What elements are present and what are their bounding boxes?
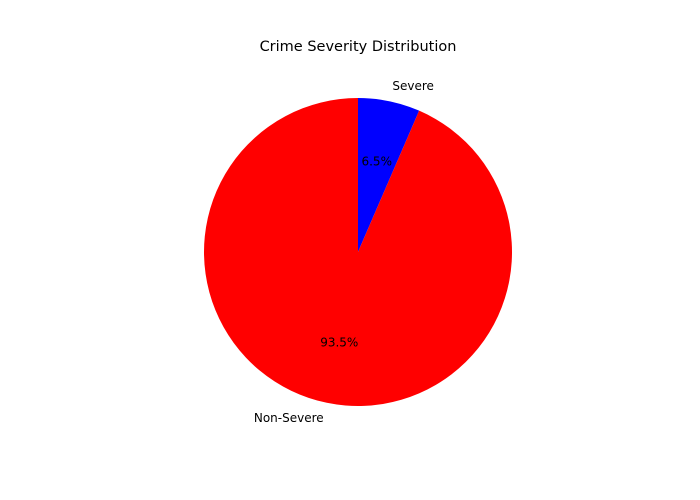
pie-labels: Severe 6.5% Non-Severe 93.5% bbox=[254, 79, 434, 425]
slice-label-non-severe: Non-Severe bbox=[254, 411, 324, 425]
pie-slice-non-severe bbox=[204, 98, 513, 406]
pct-label-non-severe: 93.5% bbox=[320, 335, 358, 349]
pct-label-severe: 6.5% bbox=[361, 155, 392, 169]
chart-title: Crime Severity Distribution bbox=[260, 39, 457, 55]
pie-slices bbox=[204, 98, 513, 406]
pie-slice-severe bbox=[358, 98, 420, 252]
slice-label-severe: Severe bbox=[392, 79, 434, 93]
